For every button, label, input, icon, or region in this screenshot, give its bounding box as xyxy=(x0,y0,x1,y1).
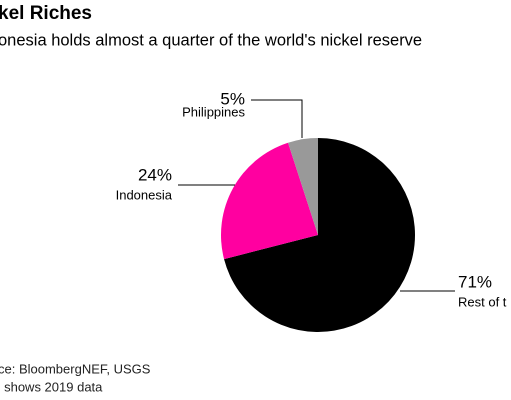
value-label: 71% xyxy=(458,272,492,291)
pie-slice xyxy=(288,138,318,235)
source-note: ce: BloombergNEF, USGS xyxy=(0,361,151,376)
category-label: Indonesia xyxy=(116,187,173,202)
value-label: 24% xyxy=(138,165,172,184)
category-label: Philippines xyxy=(182,104,245,119)
source-note: ' shows 2019 data xyxy=(0,379,103,394)
leader-line xyxy=(251,99,303,138)
pie-slice xyxy=(220,142,318,260)
value-label: 5% xyxy=(220,89,245,108)
chart-subtitle: onesia holds almost a quarter of the wor… xyxy=(0,31,422,49)
pie-slice xyxy=(224,138,415,332)
category-label: Rest of t xyxy=(458,294,507,309)
chart-title: kel Riches xyxy=(0,3,92,24)
